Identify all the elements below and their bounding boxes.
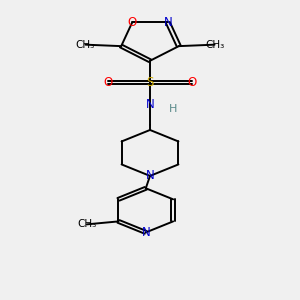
Text: O: O: [188, 76, 197, 89]
Text: O: O: [103, 76, 112, 89]
Text: CH₃: CH₃: [205, 40, 224, 50]
Text: N: N: [164, 16, 172, 29]
Text: CH₃: CH₃: [76, 40, 95, 50]
Text: N: N: [146, 169, 154, 182]
Text: CH₃: CH₃: [77, 219, 97, 229]
Text: N: N: [141, 226, 150, 239]
Text: S: S: [146, 76, 154, 89]
Text: H: H: [169, 104, 177, 114]
Text: O: O: [128, 16, 137, 29]
Text: N: N: [146, 98, 154, 111]
